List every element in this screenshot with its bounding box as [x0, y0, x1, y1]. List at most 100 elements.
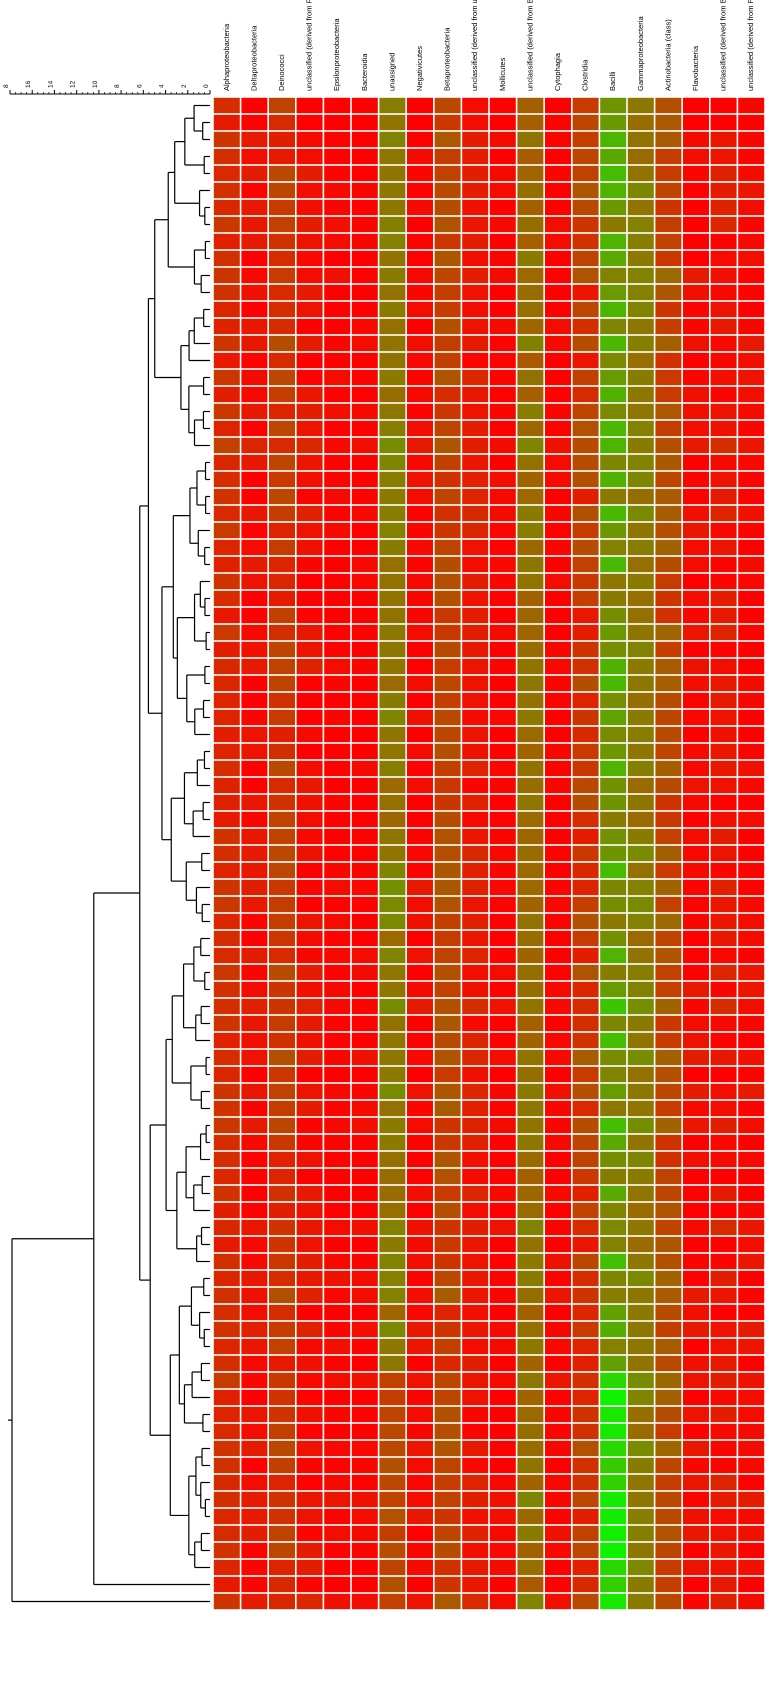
heatmap-cell — [241, 607, 268, 624]
heatmap-cell — [241, 267, 268, 284]
heatmap-cell — [627, 641, 654, 658]
heatmap-cell — [627, 726, 654, 743]
heatmap-cell — [269, 1253, 295, 1270]
heatmap-cell — [738, 165, 765, 182]
heatmap-cell — [545, 267, 571, 284]
heatmap-cell — [379, 148, 406, 165]
heatmap-cell — [627, 1151, 654, 1168]
heatmap-cell — [241, 1355, 268, 1372]
heatmap-cell — [683, 182, 709, 199]
heatmap-cell — [241, 1049, 268, 1066]
heatmap-cell — [600, 1270, 627, 1287]
heatmap-cell — [738, 1287, 765, 1304]
heatmap-cell — [710, 1576, 737, 1593]
heatmap-cell — [572, 794, 599, 811]
heatmap-cell — [241, 1253, 268, 1270]
heatmap-cell — [738, 267, 765, 284]
heatmap-cell — [710, 1202, 737, 1219]
heatmap-cell — [462, 1219, 489, 1236]
heatmap-cell — [710, 1304, 737, 1321]
heatmap-cell — [738, 1083, 765, 1100]
heatmap-cell — [434, 1491, 461, 1508]
heatmap-cell — [545, 454, 571, 471]
heatmap-cell — [600, 301, 627, 318]
heatmap-cell — [379, 522, 406, 539]
heatmap-cell — [517, 403, 544, 420]
heatmap-cell — [489, 1287, 516, 1304]
heatmap-cell — [434, 1151, 461, 1168]
heatmap-cell — [434, 1253, 461, 1270]
heatmap-cell — [572, 1236, 599, 1253]
heatmap-cell — [241, 726, 268, 743]
heatmap-cell — [296, 437, 323, 454]
heatmap-cell — [489, 420, 516, 437]
heatmap-cell — [324, 794, 351, 811]
heatmap-cell — [710, 1151, 737, 1168]
heatmap-cell — [351, 862, 378, 879]
heatmap-cell — [517, 981, 544, 998]
heatmap-cell — [269, 1236, 295, 1253]
heatmap-cell — [710, 573, 737, 590]
heatmap-cell — [489, 658, 516, 675]
heatmap-cell — [489, 709, 516, 726]
heatmap-cell — [241, 352, 268, 369]
heatmap-cell — [545, 131, 571, 148]
heatmap-cell — [572, 862, 599, 879]
heatmap-cell — [572, 1134, 599, 1151]
column-label: unclassified (derived from unclassified … — [470, 0, 479, 91]
heatmap-cell — [379, 301, 406, 318]
heatmap-cell — [517, 539, 544, 556]
column-label: unclassified (derived from Proteobacteri… — [305, 0, 314, 91]
heatmap-cell — [296, 335, 323, 352]
heatmap-cell — [572, 624, 599, 641]
heatmap-cell — [213, 420, 240, 437]
heatmap-cell — [296, 471, 323, 488]
heatmap-cell — [462, 267, 489, 284]
heatmap-cell — [269, 369, 295, 386]
heatmap-cell — [269, 267, 295, 284]
heatmap-cell — [379, 539, 406, 556]
heatmap-cell — [213, 386, 240, 403]
heatmap-cell — [600, 556, 627, 573]
heatmap-cell — [517, 760, 544, 777]
heatmap-cell — [351, 556, 378, 573]
heatmap-cell — [545, 1202, 571, 1219]
heatmap-cell — [627, 862, 654, 879]
heatmap-cell — [379, 1355, 406, 1372]
heatmap-cell — [296, 998, 323, 1015]
axis-tick-label: 12 — [70, 80, 77, 88]
heatmap-cell — [572, 1355, 599, 1372]
heatmap-cell — [379, 1508, 406, 1525]
heatmap-cell — [545, 1372, 571, 1389]
heatmap-cell — [572, 1270, 599, 1287]
heatmap-cell — [517, 658, 544, 675]
heatmap-cell — [545, 386, 571, 403]
heatmap-cell — [324, 1236, 351, 1253]
heatmap-cell — [241, 1185, 268, 1202]
heatmap-cell — [655, 1491, 682, 1508]
heatmap-cell — [627, 590, 654, 607]
heatmap-cell — [683, 488, 709, 505]
heatmap-cell — [324, 1304, 351, 1321]
heatmap-cell — [489, 947, 516, 964]
heatmap-cell — [572, 607, 599, 624]
heatmap-cell — [269, 182, 295, 199]
heatmap-cell — [462, 998, 489, 1015]
heatmap-cell — [545, 352, 571, 369]
heatmap-cell — [434, 828, 461, 845]
heatmap-cell — [296, 930, 323, 947]
heatmap-cell — [379, 879, 406, 896]
heatmap-cell — [517, 1185, 544, 1202]
heatmap-cell — [241, 318, 268, 335]
heatmap-cell — [241, 182, 268, 199]
heatmap-cell — [489, 845, 516, 862]
heatmap-cell — [351, 386, 378, 403]
heatmap-cell — [572, 1474, 599, 1491]
heatmap-cell — [738, 641, 765, 658]
heatmap-cell — [627, 1542, 654, 1559]
heatmap-cell — [738, 1253, 765, 1270]
heatmap-cell — [213, 1151, 240, 1168]
heatmap-cell — [269, 1491, 295, 1508]
heatmap-cell — [213, 607, 240, 624]
heatmap-cell — [351, 1474, 378, 1491]
